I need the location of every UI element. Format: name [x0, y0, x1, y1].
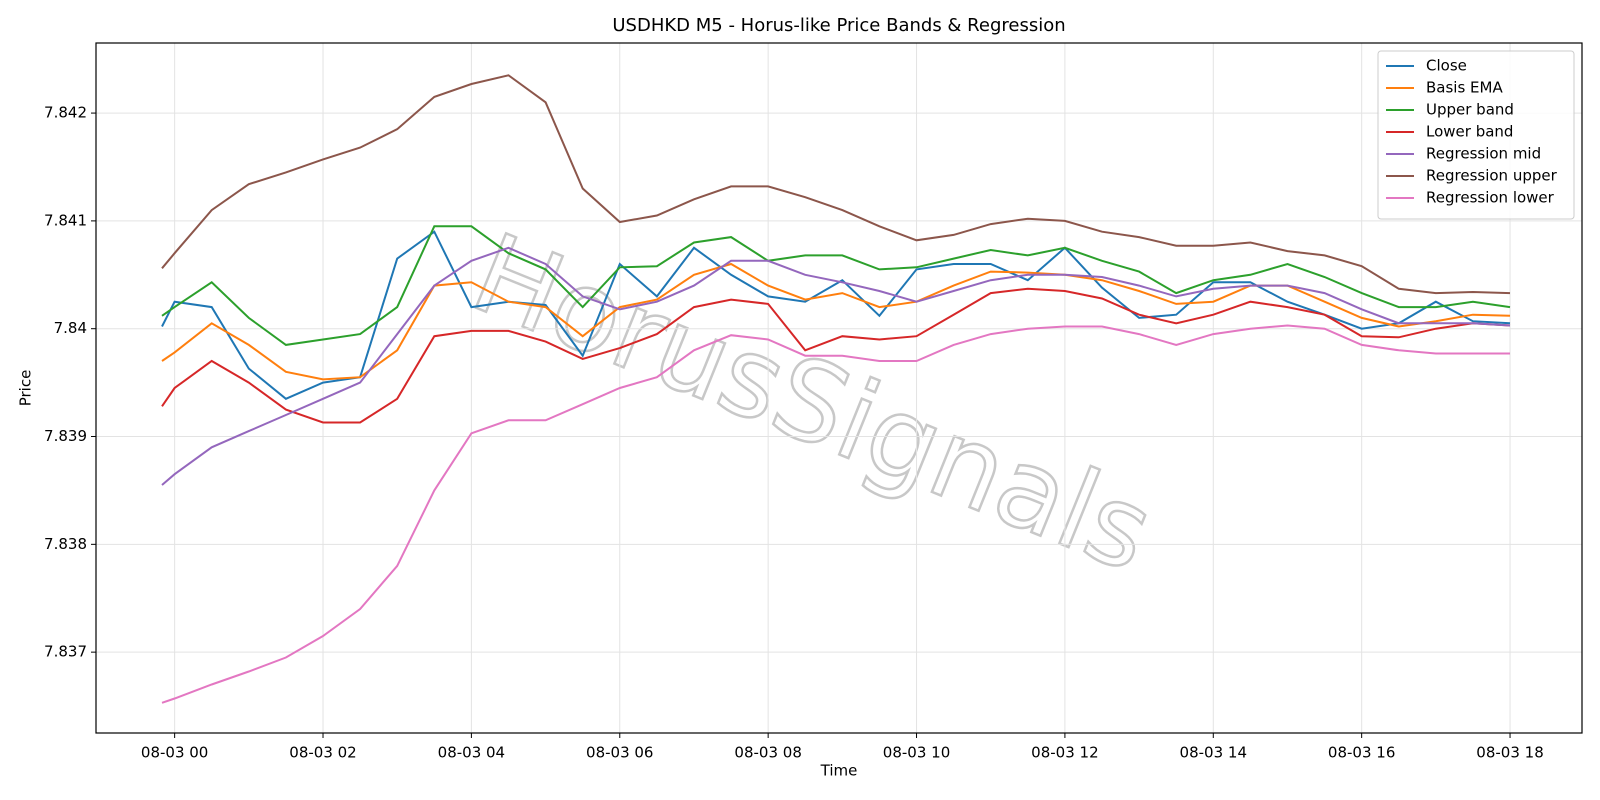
x-tick-label: 08-03 08 — [734, 744, 801, 762]
y-axis-label: Price — [17, 370, 35, 407]
series-line — [161, 225, 1511, 346]
series-line — [161, 74, 1511, 295]
y-tick-label: 7.84 — [54, 319, 87, 337]
plot-frame — [95, 42, 1583, 734]
legend-label: Basis EMA — [1426, 79, 1503, 97]
series-line — [161, 287, 1511, 424]
x-axis-label: Time — [820, 762, 858, 780]
series-line — [161, 324, 1510, 704]
x-tick-label: 08-03 18 — [1476, 744, 1543, 762]
chart-title: USDHKD M5 - Horus-like Price Bands & Reg… — [612, 15, 1065, 36]
x-tick-label: 08-03 04 — [438, 744, 505, 762]
legend-label: Regression upper — [1426, 167, 1558, 185]
legend-label: Lower band — [1426, 123, 1513, 141]
y-tick-label: 7.838 — [44, 535, 87, 553]
legend-label: Upper band — [1426, 101, 1514, 119]
legend-label: Close — [1426, 57, 1467, 75]
legend-box — [1377, 50, 1575, 220]
x-tick-label: 08-03 06 — [586, 744, 653, 762]
legend-label: Regression lower — [1426, 189, 1555, 207]
x-tick-label: 08-03 16 — [1328, 744, 1395, 762]
x-tick-label: 08-03 10 — [883, 744, 950, 762]
y-tick-label: 7.837 — [44, 643, 87, 661]
series-line — [161, 230, 1511, 400]
x-tick-label: 08-03 00 — [141, 744, 208, 762]
y-tick-label: 7.841 — [44, 211, 87, 229]
y-tick-label: 7.839 — [44, 427, 87, 445]
x-tick-label: 08-03 02 — [289, 744, 356, 762]
y-tick-label: 7.842 — [44, 104, 87, 122]
series-line — [161, 246, 1511, 486]
x-tick-label: 08-03 14 — [1180, 744, 1247, 762]
legend-label: Regression mid — [1426, 145, 1541, 163]
watermark: HorusSignals — [456, 209, 1169, 596]
x-tick-label: 08-03 12 — [1031, 744, 1098, 762]
